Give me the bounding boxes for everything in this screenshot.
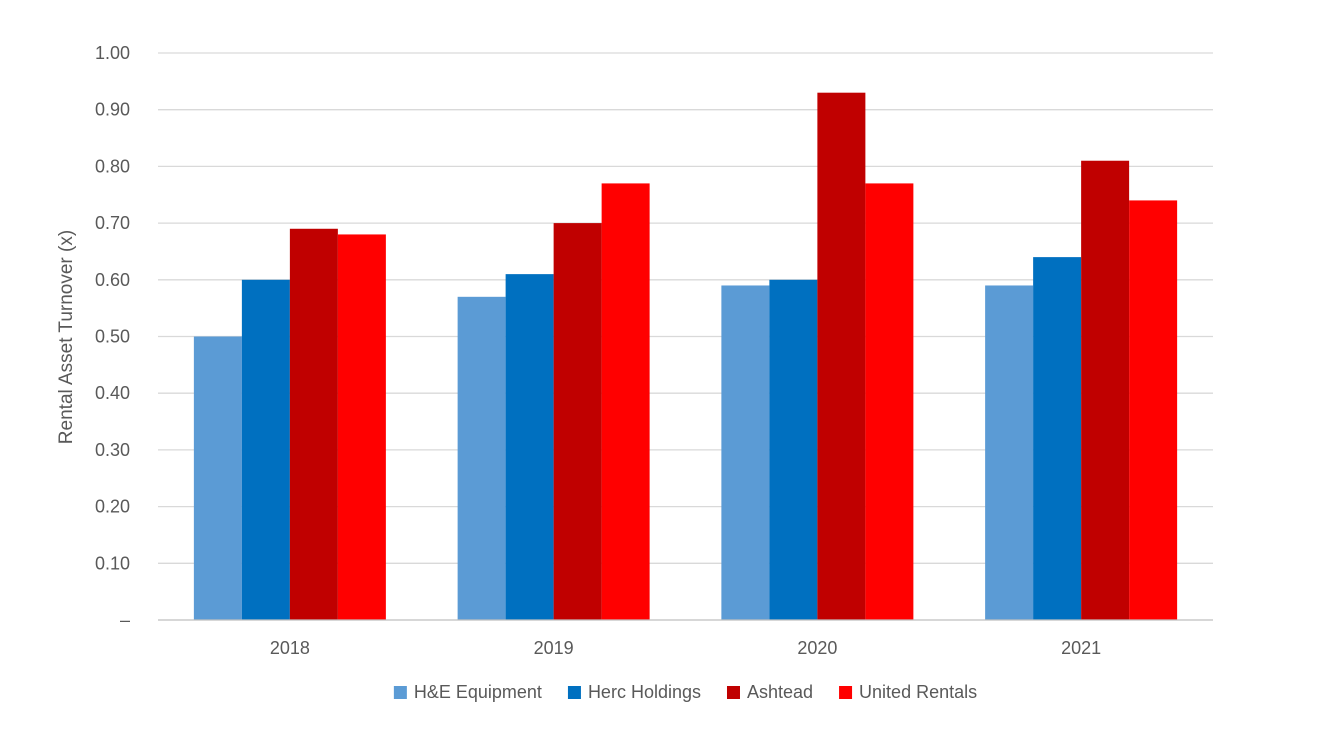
bar-ashtead-2019: [553, 223, 602, 620]
bar-herc-holdings-2021: [1033, 257, 1082, 620]
legend-label-ashtead: Ashtead: [747, 682, 813, 702]
y-tick-label: 0.20: [95, 497, 130, 517]
y-tick-label: 0.60: [95, 270, 130, 290]
y-tick-label: 0.30: [95, 440, 130, 460]
legend-label-united-rentals: United Rentals: [859, 682, 977, 702]
bar-ashtead-2018: [289, 228, 338, 620]
y-tick-label: 1.00: [95, 43, 130, 63]
bar-herc-holdings-2018: [241, 279, 290, 620]
bar-united-rentals-2021: [1129, 200, 1178, 621]
legend-swatch-ashtead: [726, 686, 740, 699]
y-tick-label: –: [120, 610, 130, 630]
y-tick-label: 0.50: [95, 327, 130, 347]
x-tick-label: 2020: [797, 638, 837, 658]
y-tick-label: 0.80: [95, 156, 130, 176]
y-tick-label: 0.70: [95, 213, 130, 233]
bar-h-e-equipment-2020: [721, 285, 770, 620]
y-axis-title: Rental Asset Turnover (x): [56, 230, 77, 444]
bar-herc-holdings-2019: [505, 274, 554, 620]
legend-label-herc-holdings: Herc Holdings: [588, 682, 701, 702]
legend-label-h-e-equipment: H&E Equipment: [414, 682, 542, 702]
legend-swatch-herc-holdings: [567, 686, 581, 699]
y-tick-label: 0.10: [95, 553, 130, 573]
bar-united-rentals-2019: [601, 183, 650, 620]
bar-herc-holdings-2020: [769, 279, 818, 620]
legend-swatch-united-rentals: [839, 686, 853, 699]
y-tick-label: 0.90: [95, 100, 130, 120]
bar-h-e-equipment-2021: [985, 285, 1034, 620]
legend-swatch-h-e-equipment: [393, 686, 407, 699]
bar-united-rentals-2020: [865, 183, 914, 620]
bar-ashtead-2021: [1081, 160, 1130, 621]
x-tick-label: 2021: [1061, 638, 1101, 658]
x-tick-label: 2018: [270, 638, 310, 658]
y-tick-label: 0.40: [95, 383, 130, 403]
bar-united-rentals-2018: [337, 234, 386, 620]
bar-h-e-equipment-2018: [193, 336, 242, 620]
axes: – 0.10 0.20 0.30 0.40 0.50 0.60 0.70 0.80 0.90 1.0…: [95, 43, 1213, 658]
bar-h-e-equipment-2019: [457, 296, 506, 620]
bars: [193, 92, 1178, 621]
x-tick-label: 2019: [534, 638, 574, 658]
legend: H&E Equipment Herc Holdings Ashtead United …: [393, 682, 977, 702]
bar-ashtead-2020: [817, 92, 866, 620]
